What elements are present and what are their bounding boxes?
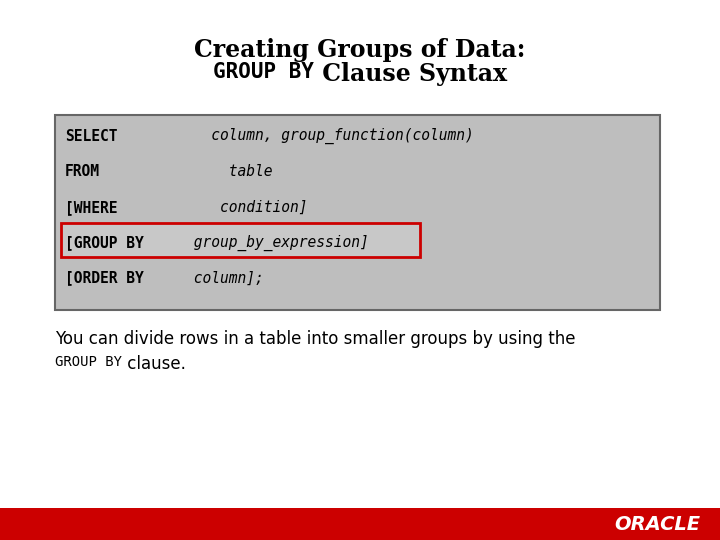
Text: clause.: clause. — [122, 355, 186, 373]
Text: You can divide rows in a table into smaller groups by using the: You can divide rows in a table into smal… — [55, 330, 575, 348]
Text: 5 - 14: 5 - 14 — [20, 533, 52, 540]
Text: column];: column]; — [185, 271, 264, 286]
Text: Creating Groups of Data:: Creating Groups of Data: — [194, 38, 526, 62]
Text: condition]: condition] — [185, 200, 307, 215]
Text: table: table — [185, 164, 272, 179]
Text: GROUP BY: GROUP BY — [55, 355, 122, 369]
Text: FROM: FROM — [65, 164, 100, 179]
Text: group_by_expression]: group_by_expression] — [185, 234, 369, 251]
Text: [ORDER BY: [ORDER BY — [65, 271, 144, 286]
Text: GROUP BY: GROUP BY — [213, 62, 314, 82]
Text: Clause Syntax: Clause Syntax — [314, 62, 507, 86]
Text: column, group_function(column): column, group_function(column) — [185, 128, 474, 144]
Text: Copyright © 2009, Oracle. All rights reserved.: Copyright © 2009, Oracle. All rights res… — [240, 533, 480, 540]
Bar — [55, 115, 660, 310]
Bar — [61, 224, 420, 257]
Text: [GROUP BY: [GROUP BY — [65, 235, 144, 250]
Bar — [0, 508, 720, 540]
Text: [WHERE: [WHERE — [65, 200, 117, 215]
Text: SELECT: SELECT — [65, 129, 117, 144]
Text: ORACLE: ORACLE — [614, 515, 700, 534]
